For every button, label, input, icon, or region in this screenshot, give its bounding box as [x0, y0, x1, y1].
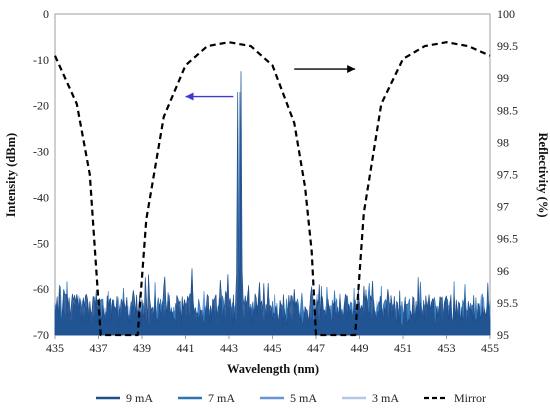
x-tick-label: 443: [220, 341, 238, 355]
x-tick-label: 447: [307, 341, 325, 355]
legend-label: 3 mA: [372, 391, 399, 405]
x-tick-label: 455: [481, 341, 499, 355]
x-tick-label: 453: [438, 341, 456, 355]
y-right-tick-label: 99.5: [497, 39, 518, 53]
y-left-tick-label: -60: [33, 282, 49, 296]
y-left-tick-label: -10: [33, 53, 49, 67]
y-right-tick-label: 96: [497, 264, 509, 278]
y-axis-right-title: Reflectivity (%): [536, 132, 550, 217]
y-right-tick-label: 99: [497, 71, 509, 85]
y-right-tick-label: 95: [497, 328, 509, 342]
y-right-tick-label: 95.5: [497, 296, 518, 310]
plot-area: [53, 13, 491, 337]
y-right-tick-label: 98: [497, 135, 509, 149]
legend-label: 5 mA: [290, 391, 317, 405]
x-tick-label: 435: [46, 341, 64, 355]
series-mirror: [53, 41, 491, 337]
y-right-tick-label: 98.5: [497, 103, 518, 117]
y-right-tick-label: 97: [497, 200, 509, 214]
series-9-ma: [54, 71, 491, 336]
y-left-tick-label: 0: [43, 7, 49, 21]
plot-frame: [54, 13, 491, 336]
y-right-tick-label: 100: [497, 7, 515, 21]
legend-label: 9 mA: [126, 391, 153, 405]
series-7-ma: [54, 91, 491, 336]
y-left-tick-label: -20: [33, 99, 49, 113]
legend-label: Mirror: [454, 391, 486, 405]
y-left-tick-label: -40: [33, 190, 49, 204]
annotation-arrowhead-right: [347, 65, 356, 74]
x-tick-label: 451: [394, 341, 412, 355]
y-left-tick-label: -70: [33, 328, 49, 342]
tick-labels: 435 437 439 441 443 445 447 449 451 453 455 0 -10 -20…: [33, 7, 518, 355]
y-left-tick-label: -50: [33, 236, 49, 250]
legend-label: 7 mA: [208, 391, 235, 405]
y-axis-left-title: Intensity (dBm): [4, 133, 18, 217]
annotation-arrowhead-left: [185, 92, 194, 101]
legend: 9 mA 7 mA 5 mA 3 mA Mirror: [96, 391, 486, 405]
x-tick-label: 437: [90, 341, 108, 355]
y-left-tick-label: -30: [33, 145, 49, 159]
x-tick-label: 441: [177, 341, 195, 355]
x-axis-title: Wavelength (nm): [227, 362, 319, 376]
x-tick-label: 439: [133, 341, 151, 355]
x-tick-label: 449: [351, 341, 369, 355]
y-right-tick-label: 96.5: [497, 232, 518, 246]
x-tick-label: 445: [264, 341, 282, 355]
y-right-tick-label: 97.5: [497, 168, 518, 182]
